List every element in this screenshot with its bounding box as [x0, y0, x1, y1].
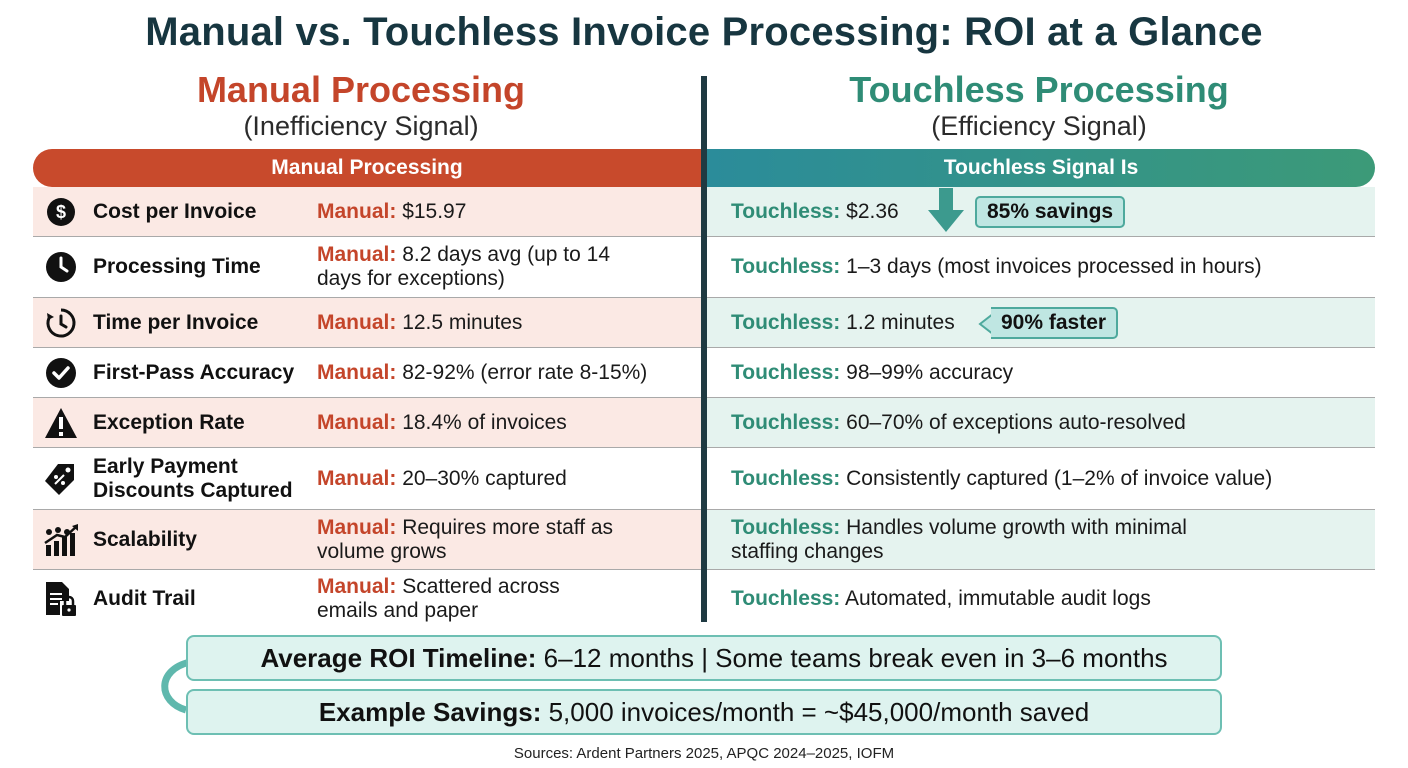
manual-value: 18.4% of invoices — [402, 410, 567, 434]
down-arrow-icon — [928, 188, 964, 232]
comparison-table: $ Cost per Invoice Manual: $15.97 Touchl… — [33, 187, 1375, 628]
touchless-value: 1.2 minutes — [846, 310, 955, 334]
touchless-prefix: Touchless: — [731, 310, 841, 334]
touchless-value: Automated, immutable audit logs — [844, 587, 1151, 610]
manual-value: Scattered across emails and paper — [317, 575, 560, 622]
metric-label: First-Pass Accuracy — [93, 360, 295, 384]
table-row: Audit Trail Manual: Scattered across ema… — [33, 570, 1375, 628]
manual-band: Manual Processing — [33, 149, 701, 187]
metric-label: Exception Rate — [93, 410, 245, 434]
svg-text:$: $ — [56, 202, 66, 222]
stopwatch-icon — [43, 305, 79, 341]
touchless-value: 60–70% of exceptions auto-resolved — [846, 410, 1186, 434]
manual-heading: Manual Processing — [196, 69, 526, 110]
manual-value: 82-92% (error rate 8-15%) — [402, 360, 648, 384]
team-growth-icon — [43, 522, 79, 558]
touchless-prefix: Touchless: — [731, 255, 841, 278]
manual-value: 20–30% captured — [402, 466, 567, 490]
roi-label: Average ROI Timeline: — [260, 642, 537, 673]
touchless-prefix: Touchless: — [731, 587, 841, 610]
touchless-band: Touchless Signal Is — [707, 149, 1375, 187]
touchless-column-header: Touchless Processing (Efficiency Signal) — [704, 70, 1374, 142]
manual-value: 12.5 minutes — [402, 310, 523, 334]
manual-prefix: Manual: — [317, 466, 397, 490]
manual-prefix: Manual: — [317, 360, 397, 384]
metric-label: Early Payment Discounts Captured — [93, 454, 293, 502]
touchless-prefix: Touchless: — [731, 515, 841, 539]
roi-timeline-box: Average ROI Timeline: 6–12 months | Some… — [186, 635, 1222, 681]
metric-label: Audit Trail — [93, 587, 196, 610]
touchless-value: $2.36 — [846, 199, 899, 223]
page-title: Manual vs. Touchless Invoice Processing:… — [145, 10, 1263, 54]
table-row: Time per Invoice Manual: 12.5 minutes To… — [33, 298, 1375, 348]
manual-column-header: Manual Processing (Inefficiency Signal) — [26, 70, 696, 142]
savings-label: Example Savings: — [318, 696, 542, 727]
touchless-value: Consistently captured (1–2% of invoice v… — [846, 466, 1273, 490]
manual-subheading: (Inefficiency Signal) — [243, 111, 479, 141]
touchless-prefix: Touchless: — [731, 410, 841, 434]
faster-badge: 90% faster — [991, 307, 1119, 339]
sources-note: Sources: Ardent Partners 2025, APQC 2024… — [513, 745, 895, 762]
example-savings-box: Example Savings: 5,000 invoices/month = … — [186, 689, 1222, 735]
manual-prefix: Manual: — [317, 515, 397, 539]
touchless-value: Handles volume growth with minimal staff… — [731, 515, 1187, 563]
savings-badge: 85% savings — [975, 196, 1126, 228]
manual-value: 8.2 days avg (up to 14 days for exceptio… — [317, 243, 610, 290]
touchless-prefix: Touchless: — [731, 360, 841, 384]
manual-prefix: Manual: — [317, 575, 397, 598]
manual-value: $15.97 — [402, 199, 467, 223]
dollar-icon: $ — [43, 194, 79, 230]
touchless-heading: Touchless Processing — [849, 69, 1229, 110]
metric-label: Processing Time — [93, 255, 261, 278]
touchless-value: 98–99% accuracy — [846, 360, 1014, 384]
metric-label: Scalability — [93, 527, 197, 551]
warning-icon — [43, 405, 79, 441]
clock-icon — [43, 249, 79, 285]
touchless-subheading: (Efficiency Signal) — [931, 111, 1147, 141]
manual-prefix: Manual: — [317, 243, 397, 266]
discount-tag-icon — [43, 461, 79, 497]
table-row: Processing Time Manual: 8.2 days avg (up… — [33, 237, 1375, 298]
metric-label: Cost per Invoice — [93, 199, 257, 223]
touchless-value: 1–3 days (most invoices processed in hou… — [846, 255, 1262, 278]
table-row: First-Pass Accuracy Manual: 82-92% (erro… — [33, 348, 1375, 398]
manual-value: Requires more staff as volume grows — [317, 515, 614, 563]
column-divider — [701, 76, 707, 622]
table-row: Scalability Manual: Requires more staff … — [33, 510, 1375, 570]
table-row: Early Payment Discounts Captured Manual:… — [33, 448, 1375, 510]
manual-prefix: Manual: — [317, 199, 397, 223]
manual-prefix: Manual: — [317, 410, 397, 434]
touchless-prefix: Touchless: — [731, 199, 841, 223]
touchless-prefix: Touchless: — [731, 466, 841, 490]
savings-value: 5,000 invoices/month = ~$45,000/month sa… — [548, 696, 1090, 727]
table-row: Exception Rate Manual: 18.4% of invoices… — [33, 398, 1375, 448]
metric-label: Time per Invoice — [93, 310, 259, 334]
table-row: $ Cost per Invoice Manual: $15.97 Touchl… — [33, 187, 1375, 237]
roi-value: 6–12 months | Some teams break even in 3… — [543, 642, 1168, 673]
document-lock-icon — [43, 581, 79, 617]
check-circle-icon — [43, 355, 79, 391]
manual-prefix: Manual: — [317, 310, 397, 334]
